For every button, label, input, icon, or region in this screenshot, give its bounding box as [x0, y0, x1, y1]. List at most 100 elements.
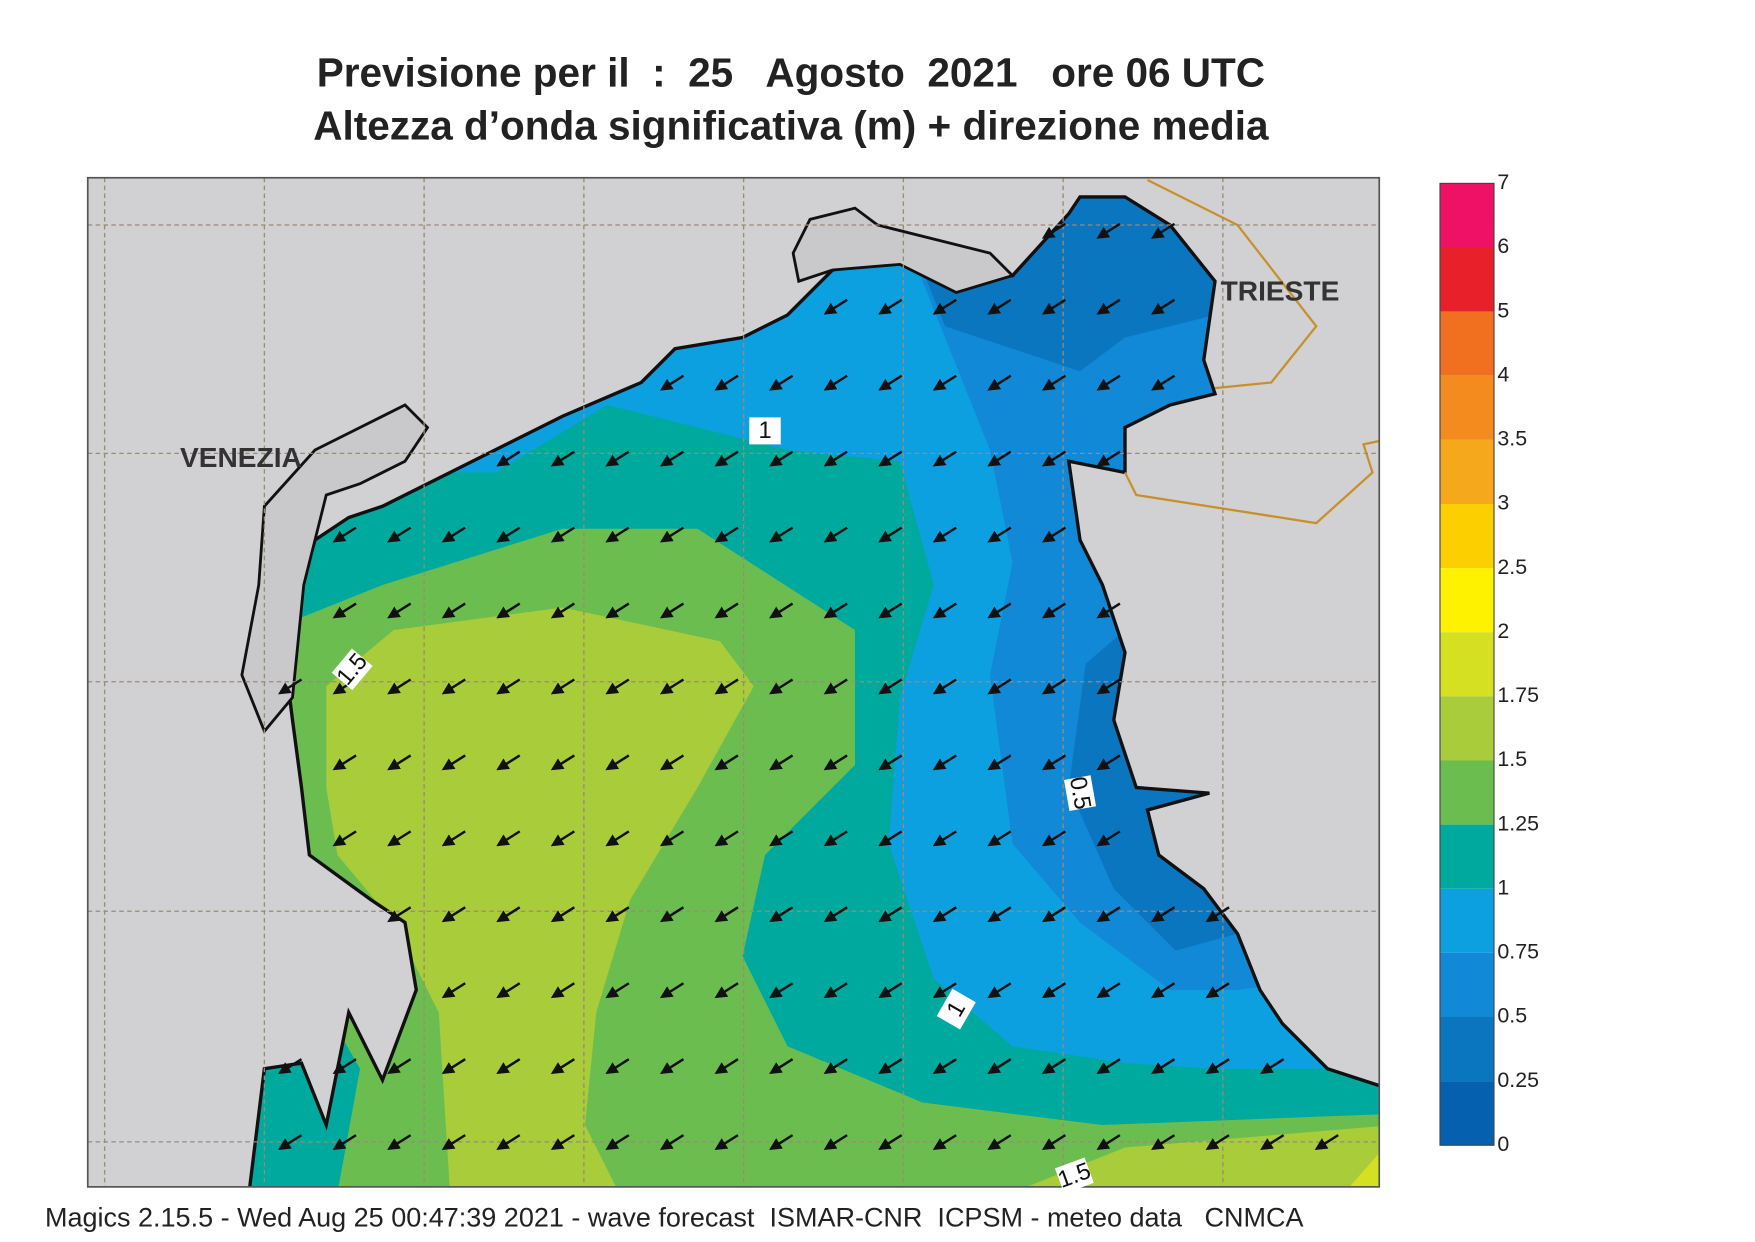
arrow [605, 450, 630, 467]
arrow [496, 526, 521, 543]
colorbar-label: 1.5 [1497, 747, 1527, 771]
arrow [878, 298, 903, 315]
arrow [714, 982, 739, 999]
arrow [278, 1058, 303, 1075]
arrow [769, 906, 794, 923]
arrow [387, 830, 412, 847]
arrow [441, 830, 466, 847]
arrow [1205, 982, 1230, 999]
arrow [1096, 1058, 1121, 1075]
arrow [605, 830, 630, 847]
arrow [1096, 374, 1121, 391]
arrow [387, 1134, 412, 1150]
border [1123, 178, 1380, 525]
colorbar-label: 2 [1497, 619, 1509, 643]
arrow [496, 602, 521, 619]
arrow [878, 450, 903, 467]
arrow [1041, 1058, 1067, 1075]
arrow [823, 602, 848, 619]
direction-arrows [278, 222, 1339, 1150]
arrow [1096, 754, 1121, 771]
colorbar-swatch [1440, 1017, 1494, 1082]
arrow [441, 906, 466, 923]
arrow [332, 830, 357, 847]
arrow [550, 450, 575, 467]
lagoon [240, 403, 430, 734]
colorbar-swatch [1440, 824, 1494, 889]
arrow [823, 906, 848, 923]
arrow [1151, 374, 1176, 391]
arrow [1041, 982, 1067, 999]
colorbar-label: 1.25 [1497, 811, 1539, 835]
arrow [823, 450, 848, 467]
arrow [550, 982, 575, 999]
colorbar-swatch [1440, 760, 1494, 825]
colorbar-label: 0 [1497, 1132, 1509, 1156]
arrow [387, 906, 412, 923]
arrow [496, 450, 521, 467]
arrow [1041, 298, 1067, 315]
contour-label: 1 [749, 417, 781, 445]
arrow [1205, 906, 1230, 923]
arrow [1041, 754, 1067, 771]
colorbar-label: 2.5 [1497, 555, 1527, 579]
map-area [87, 177, 1380, 1187]
colorbar-label: 1.75 [1497, 683, 1539, 707]
arrow [932, 526, 957, 543]
arrow [659, 450, 685, 467]
arrow [932, 450, 957, 467]
arrow [987, 982, 1012, 999]
contour-label: 0.5 [1063, 775, 1097, 812]
arrow [332, 754, 357, 771]
arrow [987, 602, 1012, 619]
arrow [550, 1058, 575, 1075]
arrow [1041, 906, 1067, 923]
arrow [605, 526, 630, 543]
arrow [605, 602, 630, 619]
arrow [932, 602, 957, 619]
colorbar-swatch [1440, 375, 1494, 440]
colorbar-swatch [1440, 952, 1494, 1017]
label-box [331, 648, 373, 691]
arrow [387, 1058, 412, 1075]
arrow [1314, 1134, 1339, 1150]
footer: Magics 2.15.5 - Wed Aug 25 00:47:39 2021… [45, 1202, 1304, 1232]
arrow [1096, 678, 1121, 695]
place-label: TRIESTE [1221, 275, 1340, 306]
colorbar-swatch [1440, 568, 1494, 633]
colorbar-frame [1439, 182, 1495, 1146]
arrow [1151, 298, 1176, 315]
arrow [932, 374, 957, 391]
zone [1344, 1153, 1380, 1187]
arrow [550, 830, 575, 847]
arrow [878, 526, 903, 543]
arrow [987, 526, 1012, 543]
arrow [278, 1134, 303, 1150]
arrow [550, 526, 575, 543]
arrow [1205, 1058, 1230, 1075]
arrow [550, 754, 575, 771]
arrow [823, 754, 848, 771]
arrow [659, 678, 685, 695]
colorbar-label: 0.25 [1497, 1068, 1539, 1092]
arrow [878, 678, 903, 695]
arrow [769, 678, 794, 695]
label-box [1063, 775, 1097, 811]
arrow [659, 982, 685, 999]
arrow [659, 602, 685, 619]
arrow [1041, 374, 1067, 391]
arrow [769, 374, 794, 391]
colorbar-swatch [1440, 247, 1494, 312]
arrow [987, 1058, 1012, 1075]
arrow [769, 1134, 794, 1150]
arrow [823, 374, 848, 391]
arrow [1151, 222, 1176, 239]
arrow [823, 830, 848, 847]
arrow [387, 678, 412, 695]
arrow [769, 526, 794, 543]
colorbar-swatch [1440, 888, 1494, 953]
arrow [823, 1134, 848, 1150]
arrow [932, 754, 957, 771]
arrow [1205, 1134, 1230, 1150]
